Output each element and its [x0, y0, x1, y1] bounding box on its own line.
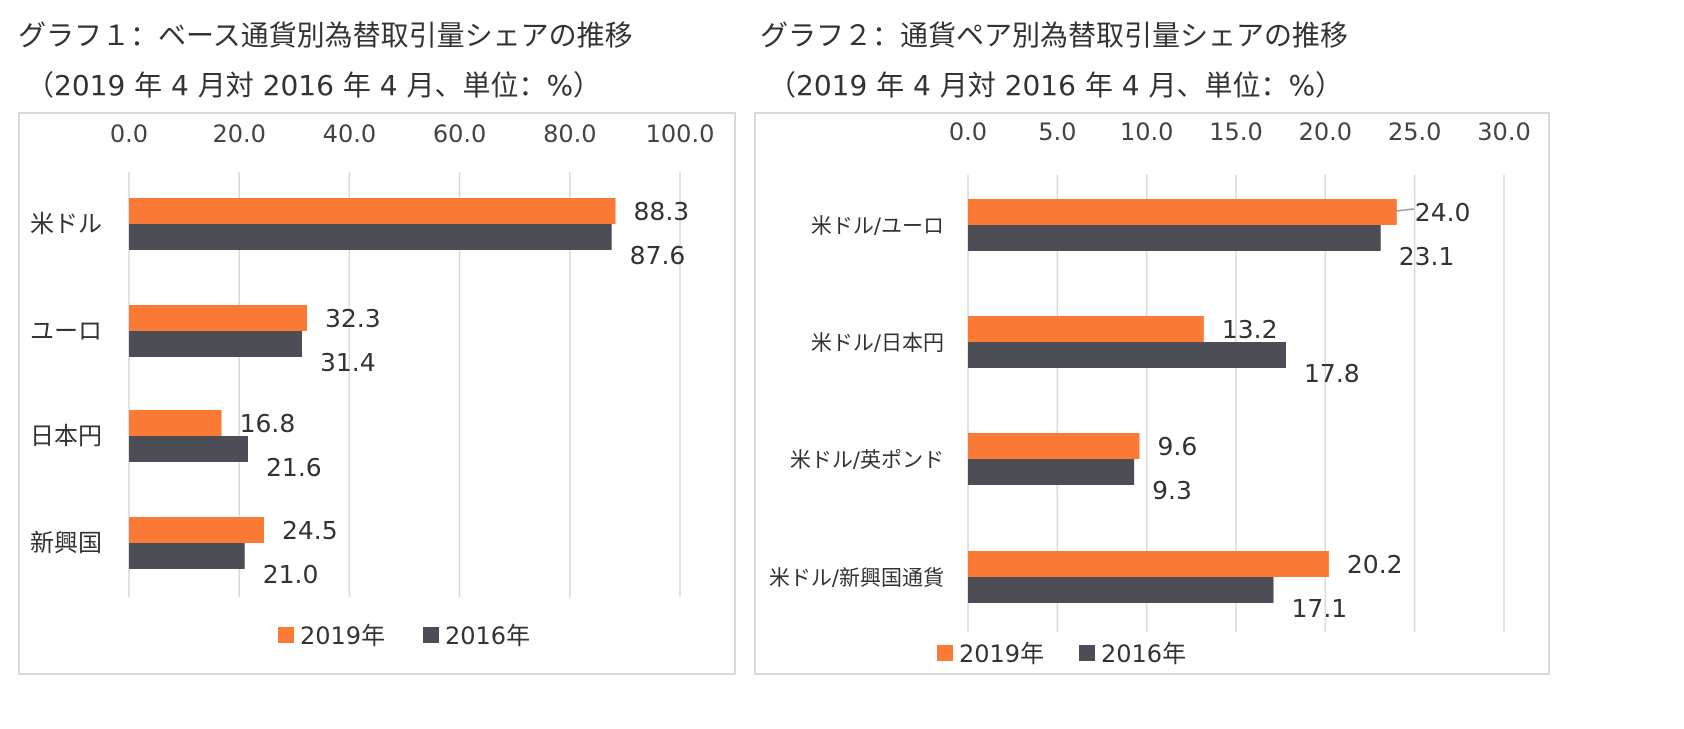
data-label-2016: 21.6 [266, 453, 322, 482]
category-label: ユーロ [30, 317, 102, 345]
category-label: 新興国 [30, 529, 102, 557]
bar-2019 [968, 433, 1140, 459]
category-label: 米ドル/ユーロ [811, 214, 944, 238]
bar-2016 [968, 577, 1274, 603]
x-tick-label: 25.0 [1388, 118, 1441, 146]
legend-swatch-2016 [423, 627, 439, 643]
bar-2016 [129, 543, 245, 569]
chart1-subtitle: （2019 年 4 月対 2016 年 4 月、単位：%） [26, 69, 602, 102]
x-tick-label: 80.0 [543, 120, 596, 148]
bar-2016 [968, 342, 1287, 368]
bar-2019 [129, 410, 222, 436]
data-label-2016: 9.3 [1152, 476, 1192, 505]
bar-2019 [968, 551, 1329, 577]
bar-2016 [129, 331, 303, 357]
category-label: 米ドル/日本円 [811, 331, 944, 355]
data-label-2016: 21.0 [263, 560, 319, 589]
legend-label-2016: 2016年 [1101, 640, 1186, 668]
data-label-2016: 23.1 [1399, 242, 1455, 271]
x-tick-label: 100.0 [646, 120, 715, 148]
bar-2019 [129, 198, 616, 224]
bar-2016 [968, 459, 1135, 485]
data-label-2019: 13.2 [1222, 315, 1278, 344]
x-tick-label: 0.0 [110, 120, 148, 148]
x-tick-label: 20.0 [212, 120, 265, 148]
x-tick-label: 40.0 [323, 120, 376, 148]
bar-2016 [968, 225, 1381, 251]
bar-2016 [129, 224, 612, 250]
bar-2019 [129, 305, 307, 331]
category-label: 米ドル/新興国通貨 [769, 566, 944, 590]
bar-2016 [129, 436, 249, 462]
data-label-2019: 9.6 [1158, 432, 1198, 461]
data-label-2019: 32.3 [325, 304, 381, 333]
data-label-2019: 24.0 [1415, 198, 1471, 227]
chart2-subtitle: （2019 年 4 月対 2016 年 4 月、単位：%） [768, 69, 1344, 102]
legend-swatch-2019 [278, 627, 294, 643]
data-label-2019: 88.3 [634, 197, 690, 226]
leader-line [1395, 208, 1415, 212]
data-label-2016: 31.4 [320, 348, 376, 377]
chart2-title: グラフ２：通貨ペア別為替取引量シェアの推移 [760, 19, 1349, 52]
category-label: 日本円 [30, 422, 102, 450]
x-tick-label: 5.0 [1038, 118, 1076, 146]
data-label-2019: 24.5 [282, 516, 338, 545]
data-label-2016: 17.1 [1292, 594, 1348, 623]
x-tick-label: 15.0 [1209, 118, 1262, 146]
x-tick-label: 0.0 [949, 118, 987, 146]
x-tick-label: 60.0 [433, 120, 486, 148]
x-tick-label: 10.0 [1120, 118, 1173, 146]
legend-label-2019: 2019年 [959, 640, 1044, 668]
data-label-2016: 87.6 [630, 241, 686, 270]
legend-swatch-2016 [1079, 645, 1095, 661]
x-tick-label: 20.0 [1299, 118, 1352, 146]
category-label: 米ドル [30, 210, 102, 238]
bar-2019 [129, 517, 264, 543]
data-label-2016: 17.8 [1304, 359, 1360, 388]
legend-label-2019: 2019年 [300, 622, 385, 650]
legend-swatch-2019 [937, 645, 953, 661]
chart1-title: グラフ１：ベース通貨別為替取引量シェアの推移 [18, 19, 633, 52]
bar-2019 [968, 199, 1397, 225]
bar-2019 [968, 316, 1204, 342]
data-label-2019: 20.2 [1347, 550, 1403, 579]
x-tick-label: 30.0 [1477, 118, 1530, 146]
legend-label-2016: 2016年 [445, 622, 530, 650]
data-label-2019: 16.8 [240, 409, 296, 438]
category-label: 米ドル/英ポンド [790, 448, 944, 472]
